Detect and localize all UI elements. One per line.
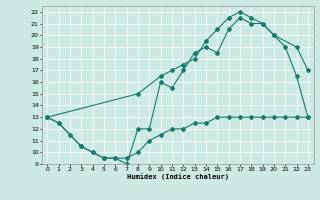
X-axis label: Humidex (Indice chaleur): Humidex (Indice chaleur) <box>127 173 228 180</box>
